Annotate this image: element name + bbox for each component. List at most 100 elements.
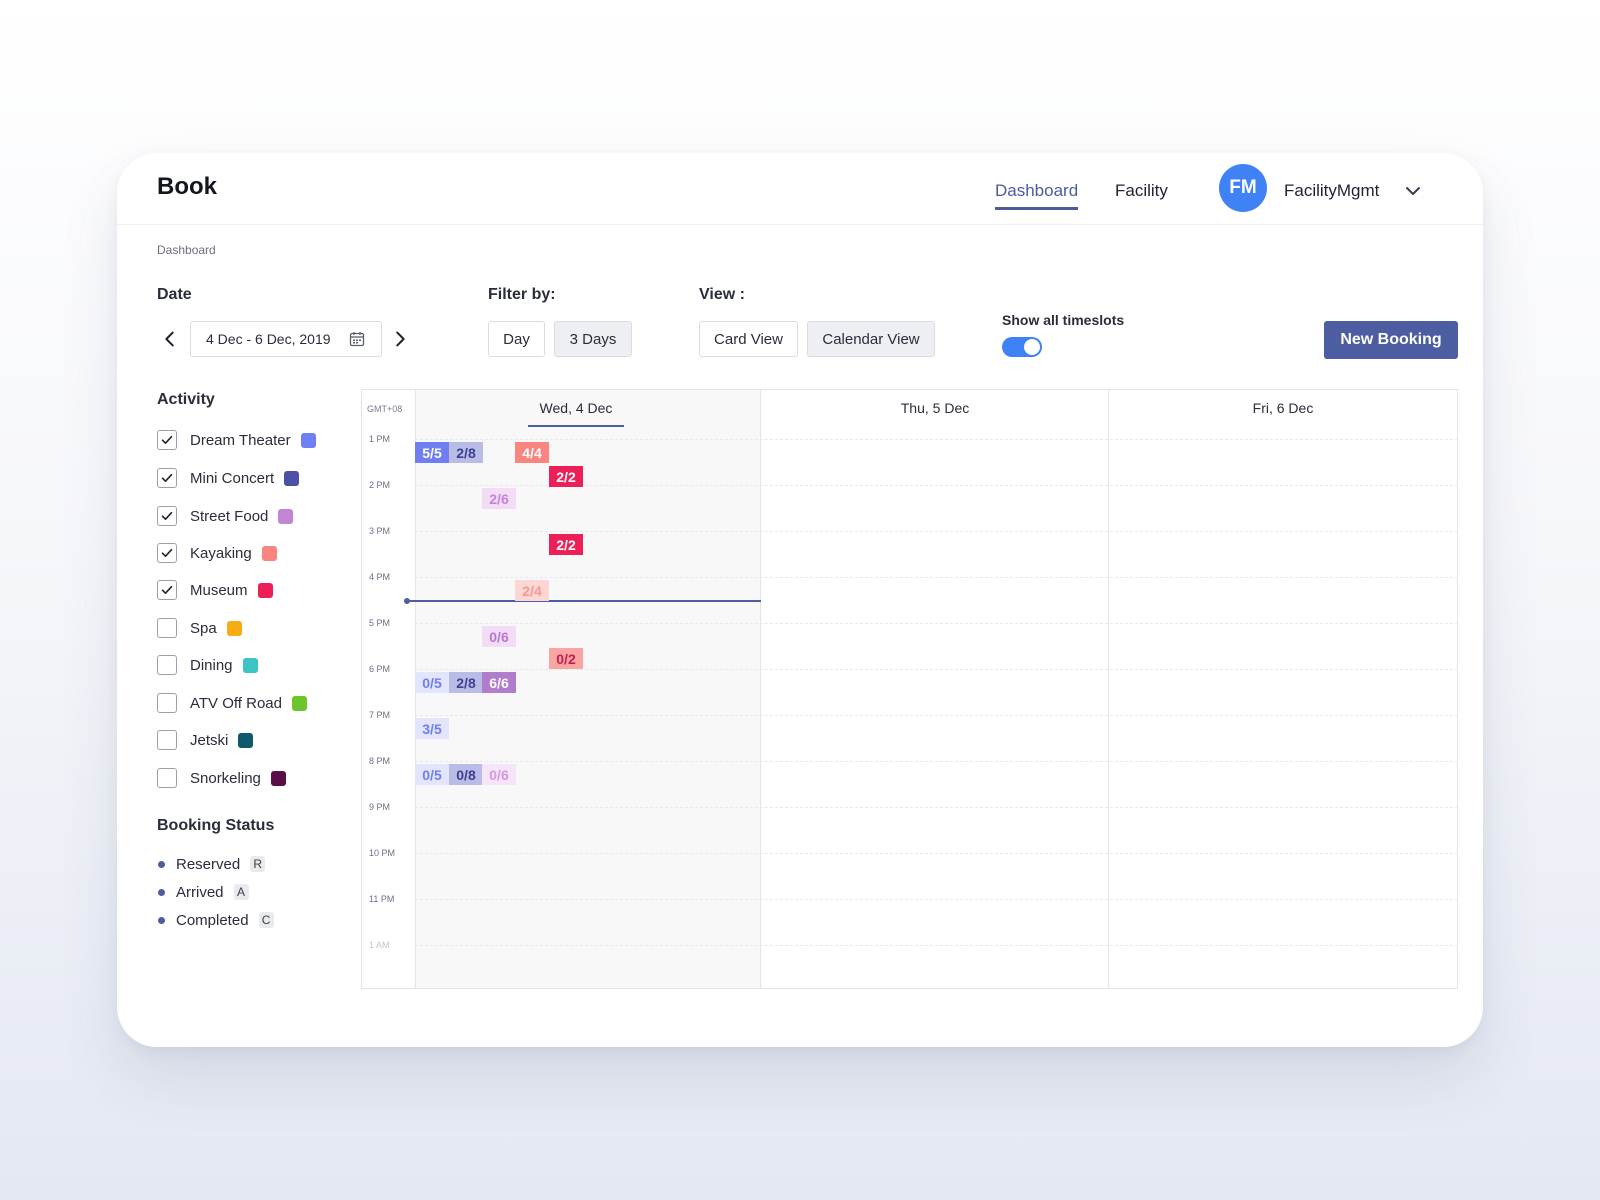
previous-date-icon[interactable]: [159, 328, 181, 350]
activity-label: Snorkeling: [190, 769, 261, 787]
hour-gridline: [415, 945, 1458, 946]
booking-status-item: Reserved R: [158, 855, 266, 873]
timeslot-capacity-badge[interactable]: 0/6: [482, 764, 516, 785]
activity-label: Jetski: [190, 731, 229, 749]
timeslot-capacity-badge[interactable]: 4/4: [515, 442, 549, 463]
status-label: Arrived: [176, 883, 224, 901]
timeslot-capacity-badge[interactable]: 2/6: [482, 488, 516, 509]
hour-label: 3 PM: [369, 526, 391, 536]
activity-label: Mini Concert: [190, 469, 275, 487]
activity-title: Activity: [157, 391, 215, 408]
check-icon: [161, 511, 173, 520]
hour-label: 6 PM: [369, 664, 391, 674]
column-divider: [1108, 390, 1109, 988]
timeslot-capacity-badge[interactable]: 0/8: [449, 764, 483, 785]
avatar[interactable]: FM: [1219, 164, 1267, 212]
activity-color-swatch: [300, 432, 316, 448]
activity-filter-item[interactable]: Street Food: [157, 505, 294, 527]
checkbox-checked[interactable]: [157, 543, 177, 563]
timeslot-capacity-badge[interactable]: 2/2: [549, 466, 583, 487]
hour-gridline: [415, 485, 1458, 486]
status-key-badge: A: [233, 884, 249, 900]
filter-3-days-button[interactable]: 3 Days: [554, 321, 632, 357]
activity-filter-item[interactable]: Mini Concert: [157, 467, 300, 489]
checkbox-unchecked[interactable]: [157, 768, 177, 788]
checkbox-unchecked[interactable]: [157, 618, 177, 638]
timeslot-capacity-badge[interactable]: 2/4: [515, 580, 549, 601]
user-name[interactable]: FacilityMgmt: [1284, 181, 1380, 200]
hour-label: 1 AM: [369, 940, 390, 950]
activity-filter-item[interactable]: Dream Theater: [157, 429, 316, 451]
calendar-view-button[interactable]: Calendar View: [807, 321, 935, 357]
timeslot-capacity-badge[interactable]: 5/5: [415, 442, 449, 463]
calendar-grid: GMT+08 Wed, 4 Dec Thu, 5 Dec Fri, 6 Dec …: [361, 389, 1458, 989]
activity-color-swatch: [261, 545, 277, 561]
activity-filter-item[interactable]: Spa: [157, 617, 242, 639]
timeslot-capacity-badge[interactable]: 3/5: [415, 718, 449, 739]
hour-label: 10 PM: [369, 848, 396, 858]
checkbox-checked[interactable]: [157, 580, 177, 600]
activity-filter-item[interactable]: Museum: [157, 579, 273, 601]
activity-filter-item[interactable]: Snorkeling: [157, 767, 286, 789]
checkbox-checked[interactable]: [157, 468, 177, 488]
checkbox-unchecked[interactable]: [157, 655, 177, 675]
calendar-icon: [349, 332, 365, 347]
breadcrumb[interactable]: Dashboard: [157, 243, 216, 257]
date-range-value: 4 Dec - 6 Dec, 2019: [206, 331, 331, 347]
filter-day-button[interactable]: Day: [488, 321, 545, 357]
date-label: Date: [157, 286, 192, 303]
timeslot-capacity-badge[interactable]: 6/6: [482, 672, 516, 693]
card-view-button[interactable]: Card View: [699, 321, 798, 357]
activity-filter-item[interactable]: Dining: [157, 654, 258, 676]
checkbox-checked[interactable]: [157, 506, 177, 526]
activity-filter-item[interactable]: ATV Off Road: [157, 692, 307, 714]
checkbox-checked[interactable]: [157, 430, 177, 450]
nav-facility[interactable]: Facility: [1115, 181, 1168, 200]
hour-label: 7 PM: [369, 710, 391, 720]
checkbox-unchecked[interactable]: [157, 730, 177, 750]
view-label: View :: [699, 286, 745, 303]
day-header-wed[interactable]: Wed, 4 Dec: [528, 400, 624, 427]
current-time-line: [406, 600, 761, 602]
hour-gridline: [415, 623, 1458, 624]
timeslot-capacity-badge[interactable]: 0/2: [549, 648, 583, 669]
activity-filter-item[interactable]: Kayaking: [157, 542, 277, 564]
top-navigation-bar: Book Dashboard Facility FM FacilityMgmt: [117, 153, 1483, 225]
checkbox-unchecked[interactable]: [157, 693, 177, 713]
activity-label: Street Food: [190, 507, 269, 525]
activity-color-swatch: [270, 770, 286, 786]
activity-label: Museum: [190, 581, 248, 599]
next-date-icon[interactable]: [389, 328, 411, 350]
timeslot-capacity-badge[interactable]: 0/6: [482, 626, 516, 647]
show-timeslots-toggle[interactable]: [1002, 337, 1042, 357]
hour-gridline: [415, 439, 1458, 440]
timeslot-capacity-badge[interactable]: 2/2: [549, 534, 583, 555]
activity-color-swatch: [257, 582, 273, 598]
timezone-label: GMT+08: [367, 404, 403, 414]
status-key-badge: C: [258, 912, 274, 928]
timeslot-capacity-badge[interactable]: 0/5: [415, 764, 449, 785]
activity-color-swatch: [226, 620, 242, 636]
timeslot-capacity-badge[interactable]: 2/8: [449, 672, 483, 693]
day-header-thu[interactable]: Thu, 5 Dec: [900, 400, 970, 416]
hour-gridline: [415, 531, 1458, 532]
status-dot: [158, 888, 165, 896]
activity-color-swatch: [284, 470, 300, 486]
status-dot: [158, 916, 165, 924]
toggle-knob: [1024, 339, 1040, 355]
day-header-fri[interactable]: Fri, 6 Dec: [1252, 400, 1314, 416]
nav-dashboard[interactable]: Dashboard: [995, 181, 1079, 210]
activity-filter-item[interactable]: Jetski: [157, 729, 254, 751]
booking-status-item: Arrived A: [158, 883, 249, 901]
date-range-field[interactable]: 4 Dec - 6 Dec, 2019: [190, 321, 382, 357]
new-booking-button[interactable]: New Booking: [1324, 321, 1458, 359]
timeslot-capacity-badge[interactable]: 2/8: [449, 442, 483, 463]
check-icon: [161, 435, 173, 444]
chevron-down-icon[interactable]: [1401, 179, 1425, 203]
booking-app-card: Book Dashboard Facility FM FacilityMgmt …: [117, 153, 1483, 1047]
timeslot-capacity-badge[interactable]: 0/5: [415, 672, 449, 693]
booking-status-item: Completed C: [158, 911, 274, 929]
hour-label: 1 PM: [369, 434, 391, 444]
check-icon: [161, 548, 173, 557]
activity-label: Kayaking: [190, 544, 252, 562]
